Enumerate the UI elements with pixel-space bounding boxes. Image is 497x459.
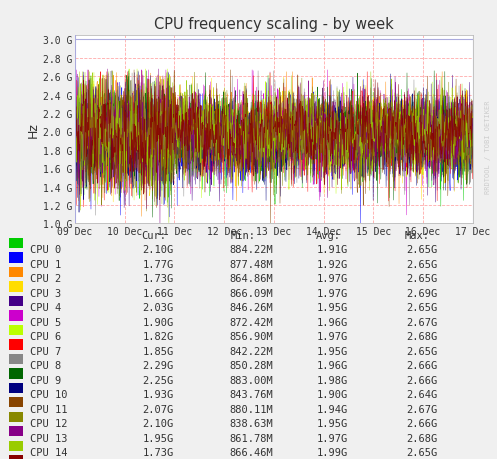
Text: Min:: Min:: [231, 230, 256, 241]
Text: 2.65G: 2.65G: [406, 274, 437, 284]
Text: 1.90G: 1.90G: [143, 317, 174, 327]
Text: 884.22M: 884.22M: [230, 245, 273, 255]
Text: 1.66G: 1.66G: [143, 288, 174, 298]
Text: 1.73G: 1.73G: [143, 274, 174, 284]
Text: 1.73G: 1.73G: [143, 447, 174, 457]
Text: CPU 7: CPU 7: [30, 346, 61, 356]
Text: 1.97G: 1.97G: [317, 433, 348, 443]
Text: 1.91G: 1.91G: [317, 245, 348, 255]
Text: CPU 3: CPU 3: [30, 288, 61, 298]
Text: 1.95G: 1.95G: [143, 433, 174, 443]
Text: 1.94G: 1.94G: [317, 404, 348, 414]
Text: 1.85G: 1.85G: [143, 346, 174, 356]
Text: 846.26M: 846.26M: [230, 303, 273, 313]
Text: 2.66G: 2.66G: [406, 375, 437, 385]
Text: 2.10G: 2.10G: [143, 245, 174, 255]
Text: 2.68G: 2.68G: [406, 433, 437, 443]
Text: 864.86M: 864.86M: [230, 274, 273, 284]
Text: 1.95G: 1.95G: [317, 346, 348, 356]
Text: 850.28M: 850.28M: [230, 361, 273, 370]
Text: 2.68G: 2.68G: [406, 331, 437, 341]
Text: 1.95G: 1.95G: [317, 419, 348, 428]
Text: 1.97G: 1.97G: [317, 288, 348, 298]
Text: 856.90M: 856.90M: [230, 331, 273, 341]
Text: CPU 0: CPU 0: [30, 245, 61, 255]
Text: 872.42M: 872.42M: [230, 317, 273, 327]
Text: CPU 10: CPU 10: [30, 389, 67, 399]
Text: 1.99G: 1.99G: [317, 447, 348, 457]
Y-axis label: Hz: Hz: [27, 122, 40, 138]
Text: CPU 2: CPU 2: [30, 274, 61, 284]
Text: 2.65G: 2.65G: [406, 259, 437, 269]
Text: 866.09M: 866.09M: [230, 288, 273, 298]
Text: 2.66G: 2.66G: [406, 419, 437, 428]
Text: 883.00M: 883.00M: [230, 375, 273, 385]
Text: CPU 12: CPU 12: [30, 419, 67, 428]
Text: 1.95G: 1.95G: [317, 303, 348, 313]
Text: 1.96G: 1.96G: [317, 361, 348, 370]
Text: CPU 5: CPU 5: [30, 317, 61, 327]
Text: 2.07G: 2.07G: [143, 404, 174, 414]
Text: 2.65G: 2.65G: [406, 245, 437, 255]
Text: CPU 11: CPU 11: [30, 404, 67, 414]
Text: CPU 4: CPU 4: [30, 303, 61, 313]
Text: 861.78M: 861.78M: [230, 433, 273, 443]
Text: 1.97G: 1.97G: [317, 331, 348, 341]
Text: 2.29G: 2.29G: [143, 361, 174, 370]
Text: Avg:: Avg:: [316, 230, 340, 241]
Text: CPU 13: CPU 13: [30, 433, 67, 443]
Text: 2.64G: 2.64G: [406, 389, 437, 399]
Text: 2.65G: 2.65G: [406, 447, 437, 457]
Text: 1.77G: 1.77G: [143, 259, 174, 269]
Text: 2.69G: 2.69G: [406, 288, 437, 298]
Text: 1.90G: 1.90G: [317, 389, 348, 399]
Text: CPU 14: CPU 14: [30, 447, 67, 457]
Text: 1.98G: 1.98G: [317, 375, 348, 385]
Text: 2.67G: 2.67G: [406, 317, 437, 327]
Text: 866.46M: 866.46M: [230, 447, 273, 457]
Text: 842.22M: 842.22M: [230, 346, 273, 356]
Text: 877.48M: 877.48M: [230, 259, 273, 269]
Text: 2.10G: 2.10G: [143, 419, 174, 428]
Text: 2.67G: 2.67G: [406, 404, 437, 414]
Title: CPU frequency scaling - by week: CPU frequency scaling - by week: [154, 17, 394, 32]
Text: CPU 1: CPU 1: [30, 259, 61, 269]
Text: CPU 8: CPU 8: [30, 361, 61, 370]
Text: CPU 6: CPU 6: [30, 331, 61, 341]
Text: 1.97G: 1.97G: [317, 274, 348, 284]
Text: 2.66G: 2.66G: [406, 361, 437, 370]
Text: RRDTOOL / TOBI OETIKER: RRDTOOL / TOBI OETIKER: [485, 100, 491, 194]
Text: 1.82G: 1.82G: [143, 331, 174, 341]
Text: 2.25G: 2.25G: [143, 375, 174, 385]
Text: 2.65G: 2.65G: [406, 346, 437, 356]
Text: 1.92G: 1.92G: [317, 259, 348, 269]
Text: 880.11M: 880.11M: [230, 404, 273, 414]
Text: CPU 9: CPU 9: [30, 375, 61, 385]
Text: 1.96G: 1.96G: [317, 317, 348, 327]
Text: 1.93G: 1.93G: [143, 389, 174, 399]
Text: Max:: Max:: [405, 230, 430, 241]
Text: 843.76M: 843.76M: [230, 389, 273, 399]
Text: 838.63M: 838.63M: [230, 419, 273, 428]
Text: 2.03G: 2.03G: [143, 303, 174, 313]
Text: 2.65G: 2.65G: [406, 303, 437, 313]
Text: Cur:: Cur:: [142, 230, 166, 241]
